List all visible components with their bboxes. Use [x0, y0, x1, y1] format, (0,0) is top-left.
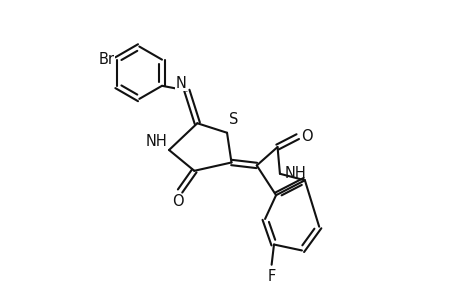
Text: S: S: [229, 112, 238, 127]
Text: N: N: [176, 76, 186, 91]
Text: O: O: [172, 194, 183, 209]
Text: Br: Br: [98, 52, 114, 67]
Text: O: O: [301, 128, 312, 143]
Text: NH: NH: [284, 166, 306, 181]
Text: NH: NH: [146, 134, 167, 148]
Text: F: F: [267, 269, 275, 284]
